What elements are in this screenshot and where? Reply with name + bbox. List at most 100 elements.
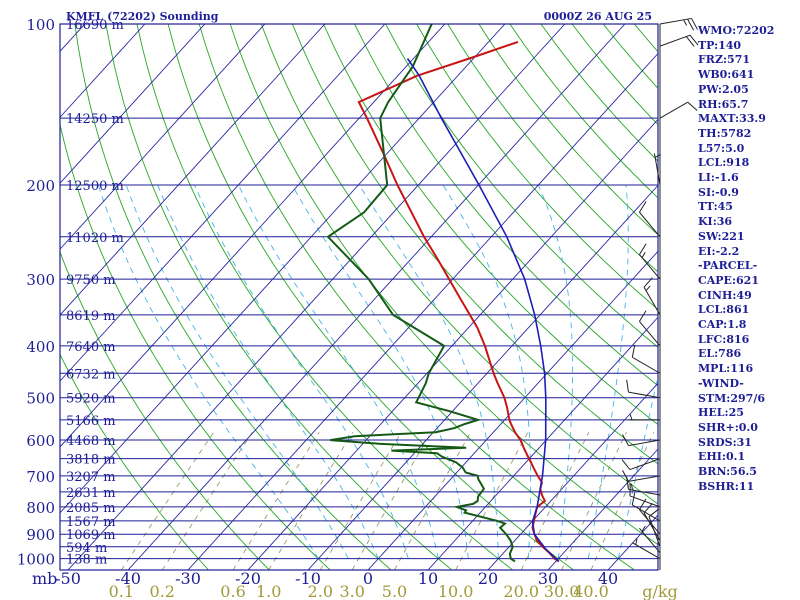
barb-flag	[685, 36, 695, 47]
barb-half-flag	[635, 538, 638, 545]
height-label: 12500 m	[66, 179, 124, 194]
height-label: 7640 m	[66, 340, 116, 355]
barb-half-flag	[631, 483, 633, 491]
temperature-tick-label: -30	[175, 569, 201, 588]
wind-barb	[643, 277, 661, 316]
barb-staff	[659, 17, 692, 25]
dry-adiabat	[229, 24, 658, 546]
isotherm	[67, 24, 566, 570]
moist-adiabat	[157, 184, 379, 559]
barb-flag	[687, 18, 695, 31]
barb-flag	[691, 18, 698, 30]
height-label: 138 m	[66, 553, 107, 568]
mixing-ratio-line	[232, 431, 320, 570]
moist-adiabat	[125, 184, 349, 559]
mixing-ratio-line	[319, 431, 402, 570]
wind-barb	[639, 525, 661, 554]
isotherm	[487, 382, 658, 570]
isotherm	[60, 24, 146, 118]
index-item: WB0:641	[698, 68, 755, 82]
wind-barb	[622, 434, 661, 447]
mixing-ratio-line	[590, 432, 655, 570]
barb-staff	[643, 286, 661, 316]
height-label: 6732 m	[66, 367, 116, 382]
index-item: L57:5.0	[698, 141, 745, 155]
isotherm	[367, 250, 658, 570]
mixing-ratio-tick-label: 40.0	[573, 582, 609, 600]
barb-staff	[639, 527, 661, 554]
index-item: RH:65.7	[698, 97, 749, 111]
isotherm	[247, 118, 658, 570]
wind-barb	[659, 34, 699, 47]
barb-flag	[643, 277, 653, 288]
barb-flag	[639, 243, 647, 255]
moist-adiabat	[194, 184, 409, 559]
wind-barb	[628, 413, 660, 421]
barb-half-flag	[641, 252, 646, 258]
index-item: EHI:0.1	[698, 450, 746, 464]
pressure-tick-label: 700	[26, 468, 55, 486]
mixing-ratio-tick-label: 20.0	[503, 582, 539, 600]
wind-barb-column	[621, 17, 699, 570]
wind-barb	[631, 344, 661, 374]
moist-adiabat	[358, 184, 499, 559]
height-label: 8619 m	[66, 309, 116, 324]
barb-staff	[639, 321, 661, 347]
isotherm	[60, 24, 386, 382]
temperature-tick-label: -10	[295, 569, 321, 588]
wind-barb	[659, 101, 698, 119]
mixing-ratio-tick-label: 1.0	[256, 582, 281, 600]
pressure-tick-label: 500	[26, 390, 55, 408]
index-item: SRDS:31	[698, 435, 752, 449]
mixing-ratio-unit: g/kg	[642, 582, 678, 600]
dry-adiabat	[136, 24, 513, 570]
barb-flag	[631, 492, 636, 506]
dry-adiabat	[385, 24, 658, 348]
dewpoint-line	[326, 24, 516, 563]
index-item: BRN:56.5	[698, 465, 757, 479]
isotherm	[60, 24, 266, 250]
mixing-ratio-line	[120, 431, 215, 570]
barb-flag	[621, 459, 631, 470]
mixing-ratio-tick-label: 0.1	[109, 582, 134, 600]
pressure-tick-label: 100	[26, 16, 55, 34]
barb-flag	[689, 34, 699, 46]
index-item: MPL:116	[698, 362, 754, 376]
dry-adiabat	[416, 24, 658, 311]
background-lines	[60, 24, 658, 570]
wind-barb	[643, 503, 661, 541]
moist-adiabat	[442, 184, 532, 559]
temperature-tick-label: 0	[363, 569, 373, 588]
index-item: TT:45	[698, 200, 733, 214]
dry-adiabat	[105, 24, 453, 570]
barb-staff	[628, 391, 661, 399]
mixing-ratio-tick-label: 5.0	[382, 582, 407, 600]
isotherm	[60, 24, 326, 316]
barb-staff	[632, 504, 661, 522]
index-item: SW:221	[698, 229, 745, 243]
dry-adiabat	[447, 24, 658, 273]
index-item: LCL:918	[698, 156, 750, 170]
index-item: -WIND-	[698, 376, 744, 390]
height-label: 14250 m	[66, 112, 124, 127]
dry-adiabat	[60, 122, 331, 570]
barb-staff	[659, 101, 688, 119]
moist-adiabat	[237, 184, 439, 559]
index-item: CAP:1.8	[698, 318, 747, 332]
mixing-ratio-tick-label: 0.6	[220, 582, 245, 600]
dry-adiabat	[354, 24, 658, 387]
index-item: SHR+:0.0	[698, 420, 758, 434]
pressure-tick-label: 1000	[17, 551, 55, 569]
height-label: 5920 m	[66, 392, 116, 407]
wind-barb	[639, 310, 661, 347]
index-item: MAXT:33.9	[698, 112, 766, 126]
height-label: 16690 m	[66, 18, 124, 33]
barb-staff	[628, 488, 661, 496]
wind-barb	[659, 17, 698, 31]
index-item: CAPE:621	[698, 273, 759, 287]
wind-barb	[631, 492, 661, 522]
barb-flag	[639, 310, 647, 322]
barb-staff	[629, 495, 661, 508]
